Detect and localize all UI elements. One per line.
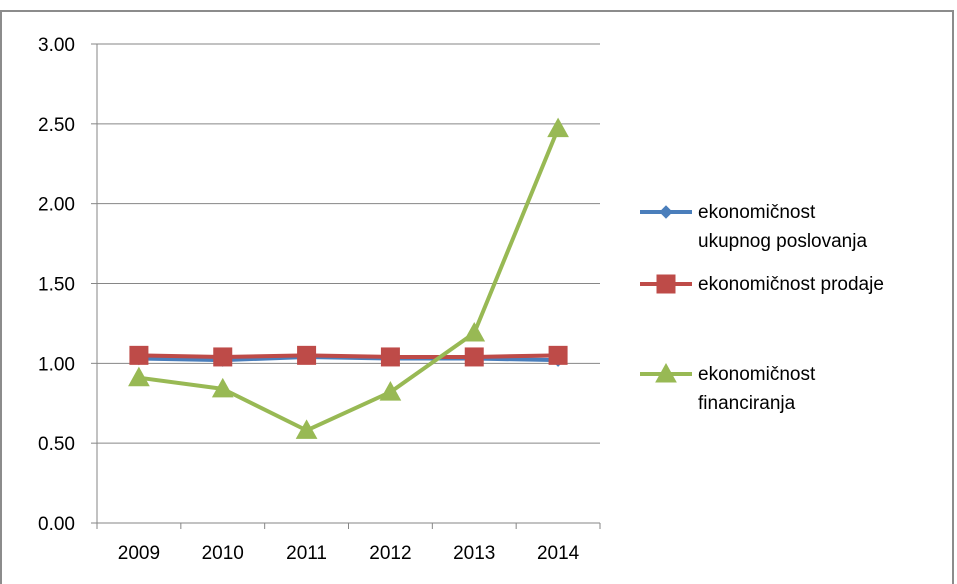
legend-label: ekonomičnost prodaje <box>698 274 884 295</box>
triangle-marker <box>379 381 402 401</box>
triangle-marker <box>211 377 234 398</box>
y-tick-label: 2.50 <box>38 115 75 136</box>
legend-square-marker <box>656 274 676 294</box>
y-tick-label: 1.00 <box>38 354 75 375</box>
gridlines <box>97 43 600 444</box>
series-line <box>138 127 560 433</box>
y-axis-tick-labels: 0.00 0.50 1.00 1.50 2.00 2.50 3.00 <box>38 35 75 535</box>
y-tick-label: 2.00 <box>38 195 75 216</box>
square-marker <box>213 347 233 367</box>
triangle-marker <box>295 419 318 439</box>
legend-label: ekonomičnost <box>698 364 816 385</box>
y-tick-label: 0.50 <box>38 434 75 455</box>
plot-series <box>128 117 569 439</box>
y-tick-label: 0.00 <box>38 514 75 535</box>
chart-frame <box>0 10 954 584</box>
legend-label: ukupnog poslovanja <box>698 231 867 252</box>
y-tick-label: 3.00 <box>38 35 75 56</box>
triangle-marker <box>547 117 569 138</box>
legend-label: financiranja <box>698 393 796 414</box>
series-ekonomicnost-prodaje <box>129 345 568 367</box>
x-tick-label: 2011 <box>286 543 327 564</box>
square-marker <box>297 345 317 365</box>
square-marker <box>380 347 400 367</box>
series-ekonomicnost-financiranja <box>128 117 569 439</box>
square-marker <box>129 345 149 365</box>
x-tick-label: 2013 <box>453 543 495 564</box>
triangle-marker <box>128 366 150 387</box>
legend-label: ekonomičnost <box>698 202 816 223</box>
series-ekonomicnost-ukupnog-poslovanja <box>132 350 565 367</box>
x-tick-label: 2010 <box>202 543 244 564</box>
series-line <box>138 353 559 359</box>
x-tick-label: 2012 <box>369 543 411 564</box>
y-tick-label: 1.50 <box>38 275 75 296</box>
triangle-marker <box>463 321 486 342</box>
square-marker <box>464 347 484 367</box>
legend-triangle-marker <box>655 362 677 383</box>
x-tick-label: 2014 <box>537 543 580 564</box>
x-axis-tick-labels: 2009 2010 2011 2012 2013 2014 <box>118 543 580 564</box>
legend-entry-ekonomicnost-financiranja: ekonomičnost financiranja <box>640 362 816 414</box>
x-tick-label: 2009 <box>118 543 160 564</box>
axes <box>91 43 601 529</box>
legend-diamond-marker <box>659 205 673 219</box>
legend-entry-ekonomicnost-prodaje: ekonomičnost prodaje <box>640 274 884 295</box>
legend-entry-ekonomicnost-ukupnog-poslovanja: ekonomičnost ukupnog poslovanja <box>640 202 867 252</box>
square-marker <box>548 345 568 365</box>
